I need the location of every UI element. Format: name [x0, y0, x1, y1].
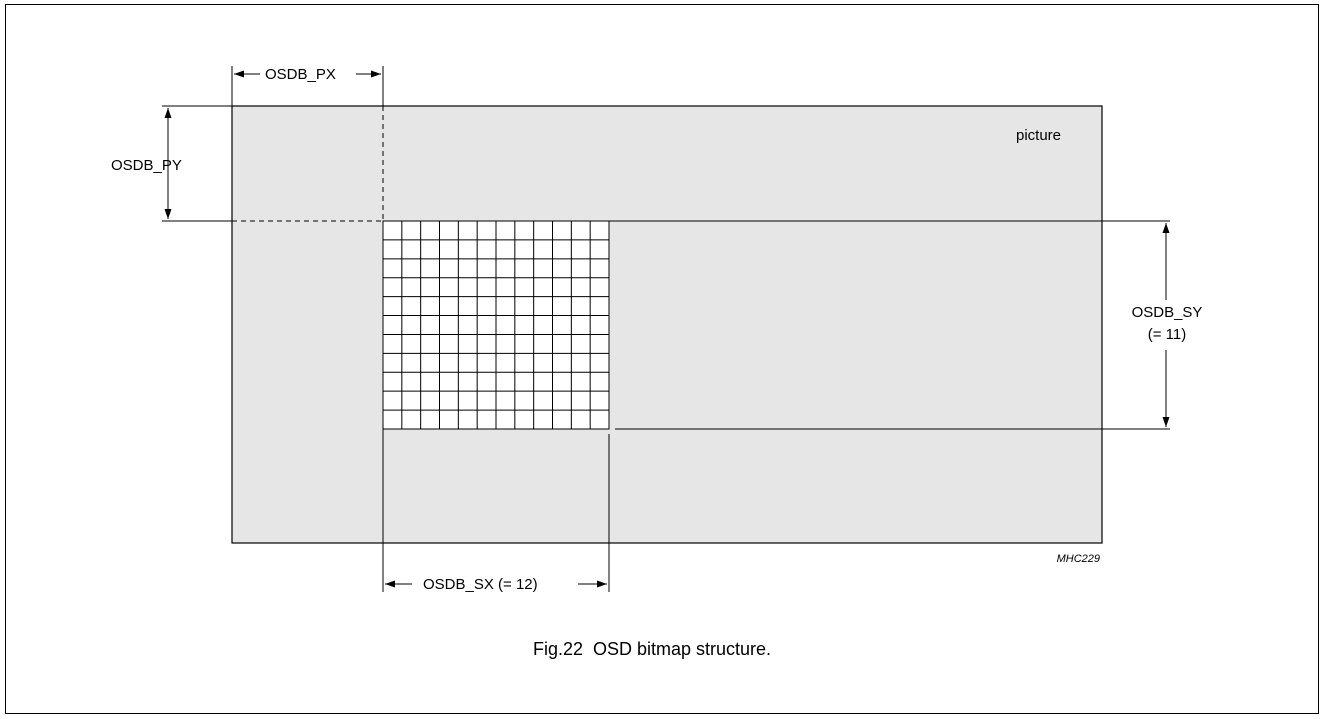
picture-area: [231, 105, 1103, 544]
sy-label-backdrop: [1118, 300, 1216, 350]
osdb-sy-label: OSDB_SY: [1132, 304, 1203, 321]
osdb-px-label: OSDB_PX: [265, 66, 336, 83]
osdb-sy-value: (= 11): [1148, 326, 1187, 343]
osdb-sx-label: OSDB_SX (= 12): [423, 576, 538, 593]
figure-frame: [5, 4, 1319, 714]
figure-code: MHC229: [1057, 553, 1100, 565]
bitmap-grid: [382, 220, 610, 430]
figure-caption: Fig.22 OSD bitmap structure.: [533, 639, 771, 659]
picture-label: picture: [1016, 127, 1061, 144]
osdb-py-label: OSDB_PY: [111, 157, 182, 174]
